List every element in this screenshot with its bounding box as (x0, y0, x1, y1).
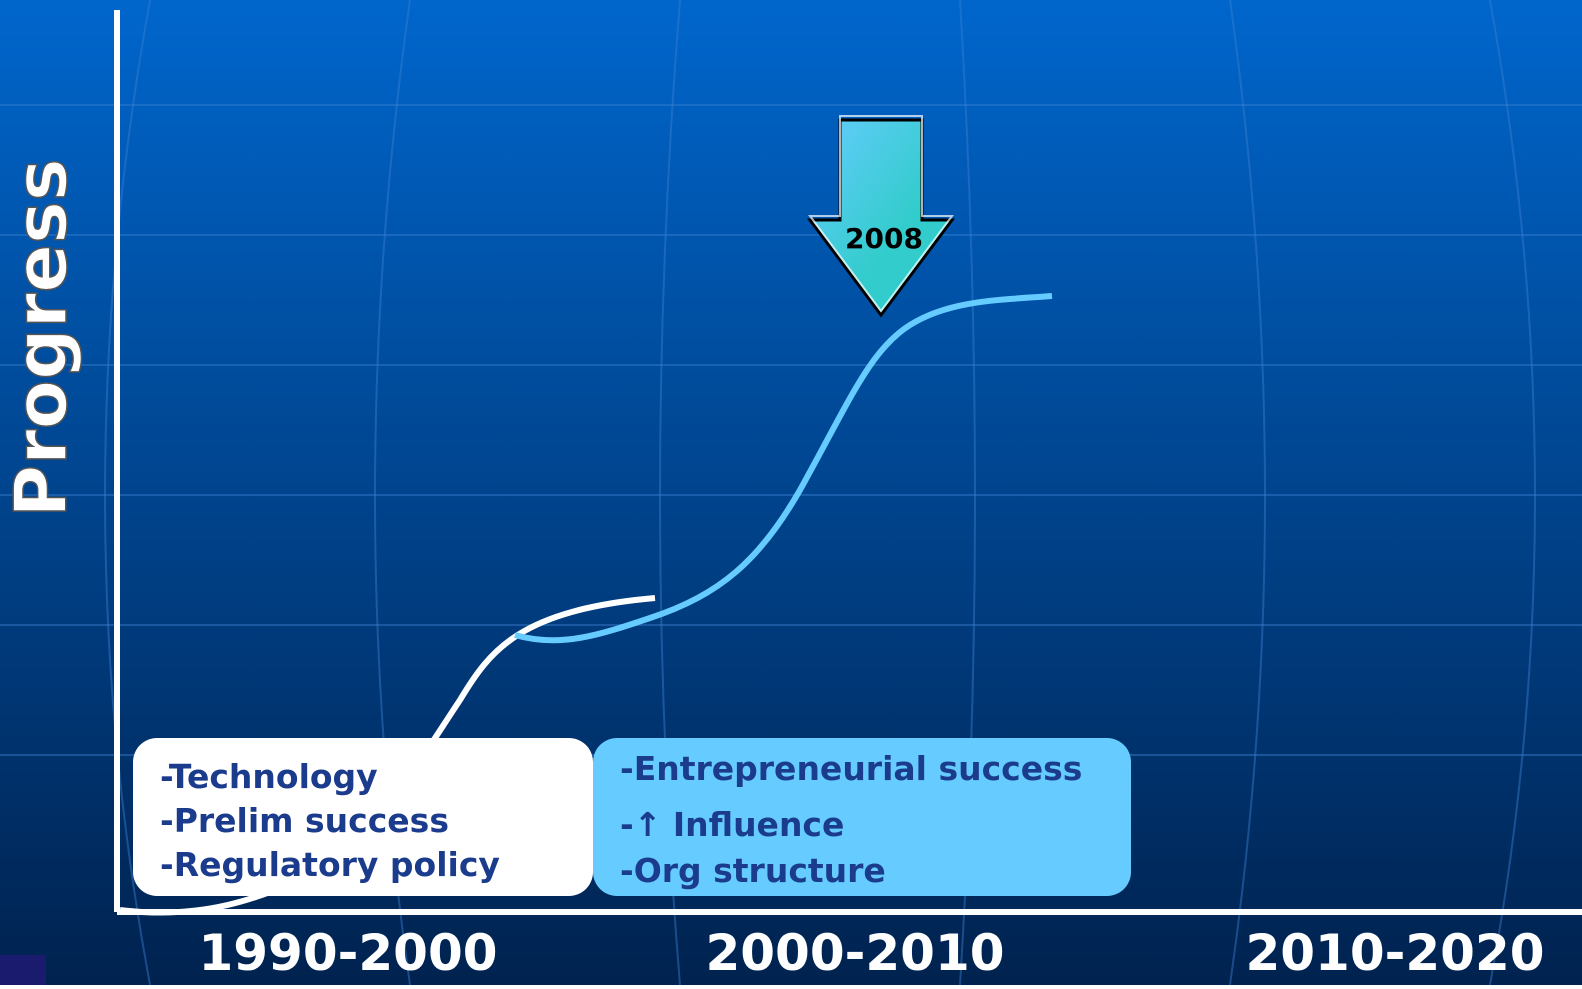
slide-icon (0, 955, 46, 985)
box (593, 738, 1131, 896)
box-line: -Entrepreneurial success (620, 749, 1082, 788)
box-line: -↑ Influence (620, 805, 844, 844)
arrow-outline (808, 115, 954, 313)
box (133, 738, 593, 896)
blue-curve (514, 293, 1053, 644)
axis-label: Progress (0, 158, 83, 517)
box-line: -Regulatory policy (160, 845, 500, 884)
box-line: -Org structure (620, 851, 886, 890)
marker-label: 2008 (845, 222, 923, 255)
box-line: -Prelim success (160, 801, 449, 840)
period-label: 1990-2000 (198, 924, 497, 982)
period-label: 2000-2010 (705, 924, 1004, 982)
box-line: -Technology (160, 757, 378, 796)
period-label: 2010-2020 (1245, 924, 1544, 982)
